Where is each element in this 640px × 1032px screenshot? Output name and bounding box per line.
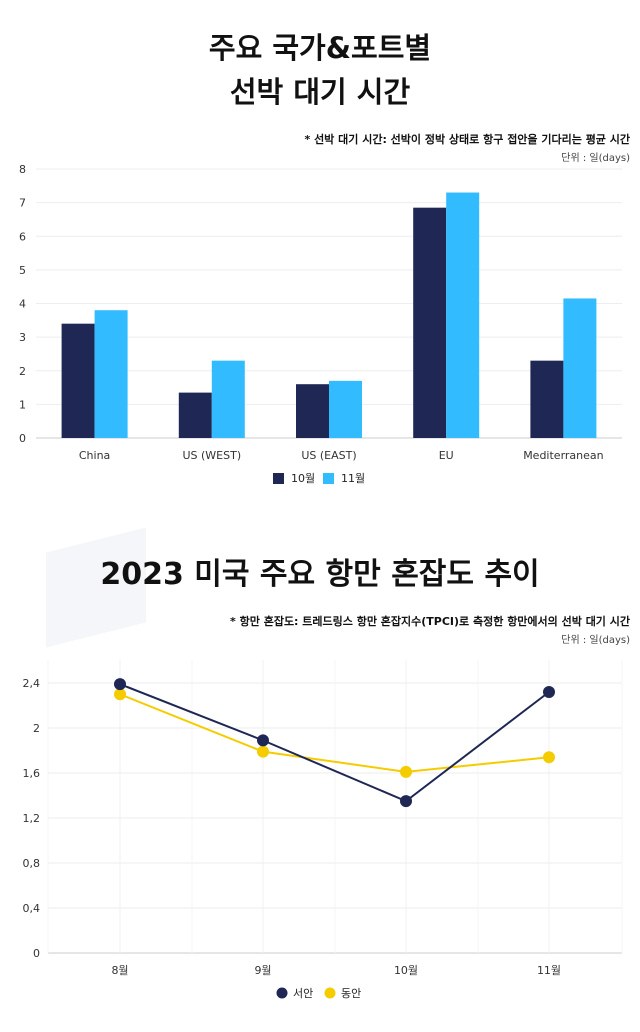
chart2-title: 2023 미국 주요 항만 혼잡도 추이 xyxy=(100,557,540,592)
chart2-note: * 항만 혼잡도: 트레드링스 항만 혼잡지수(TPCI)로 측정한 항만에서의… xyxy=(230,615,630,628)
y-tick-label: 2 xyxy=(19,365,26,378)
y-tick-label: 7 xyxy=(19,197,26,210)
chart1-note: * 선박 대기 시간: 선박이 정박 상태로 항구 접안을 기다리는 평균 시간 xyxy=(304,133,630,146)
data-point xyxy=(543,686,555,698)
y-tick-label: 1,6 xyxy=(23,767,41,780)
x-tick-label: 8월 xyxy=(111,964,128,977)
y-tick-label: 0,4 xyxy=(23,902,41,915)
legend-marker xyxy=(324,987,336,999)
chart1-unit: 단위 : 일(days) xyxy=(561,153,630,164)
chart1-title-line1: 주요 국가&포트별 xyxy=(208,31,432,65)
y-tick-label: 0,8 xyxy=(23,857,41,870)
bar xyxy=(446,192,480,438)
x-tick-label: 10월 xyxy=(394,964,418,977)
bar xyxy=(530,360,564,438)
y-tick-label: 6 xyxy=(19,230,26,243)
x-tick-label: US (WEST) xyxy=(182,449,241,462)
legend-label: 서안 xyxy=(293,987,313,1000)
x-tick-label: EU xyxy=(439,449,454,462)
y-tick-label: 1 xyxy=(19,398,26,411)
bar xyxy=(296,384,329,438)
bar xyxy=(563,298,597,438)
bar-chart: 0 1 2 3 4 5 6 7 8 China US (WEST) US (EAST) EU Medite… xyxy=(19,163,622,485)
data-point xyxy=(400,795,412,808)
data-point xyxy=(400,765,412,778)
chart1-title: 주요 국가&포트별 선박 대기 시간 xyxy=(0,26,640,114)
x-tick-label: US (EAST) xyxy=(301,449,356,462)
series-line xyxy=(119,683,550,803)
legend-marker xyxy=(276,987,288,999)
bar xyxy=(329,380,362,438)
x-tick-label: 9월 xyxy=(254,964,271,977)
bar xyxy=(413,207,447,438)
y-tick-label: 8 xyxy=(19,163,26,176)
x-tick-label: China xyxy=(79,449,110,462)
y-tick-label: 0 xyxy=(19,432,26,445)
bar xyxy=(94,310,128,438)
legend-label: 11월 xyxy=(341,472,365,485)
y-tick-label: 0 xyxy=(33,947,40,960)
data-point xyxy=(257,734,269,747)
bar xyxy=(211,360,245,438)
x-tick-label: Mediterranean xyxy=(523,449,603,462)
y-tick-label: 4 xyxy=(19,298,26,311)
data-point xyxy=(543,751,555,764)
legend-swatch xyxy=(273,473,284,484)
x-tick-label: 11월 xyxy=(537,964,561,977)
series-line xyxy=(119,693,550,773)
bar xyxy=(61,323,95,438)
bar xyxy=(178,392,212,438)
y-tick-label: 2,4 xyxy=(23,677,41,690)
data-point xyxy=(114,688,126,701)
legend-swatch xyxy=(323,473,334,484)
chart1-title-line2: 선박 대기 시간 xyxy=(229,75,411,109)
y-tick-label: 5 xyxy=(19,264,26,277)
data-point xyxy=(257,745,269,758)
data-point xyxy=(114,678,126,691)
legend-label: 동안 xyxy=(341,987,361,1000)
y-tick-label: 2 xyxy=(33,722,40,735)
legend-label: 10월 xyxy=(291,472,315,485)
chart2-unit: 단위 : 일(days) xyxy=(561,635,630,646)
y-tick-label: 3 xyxy=(19,331,26,344)
y-tick-label: 1,2 xyxy=(23,812,41,825)
